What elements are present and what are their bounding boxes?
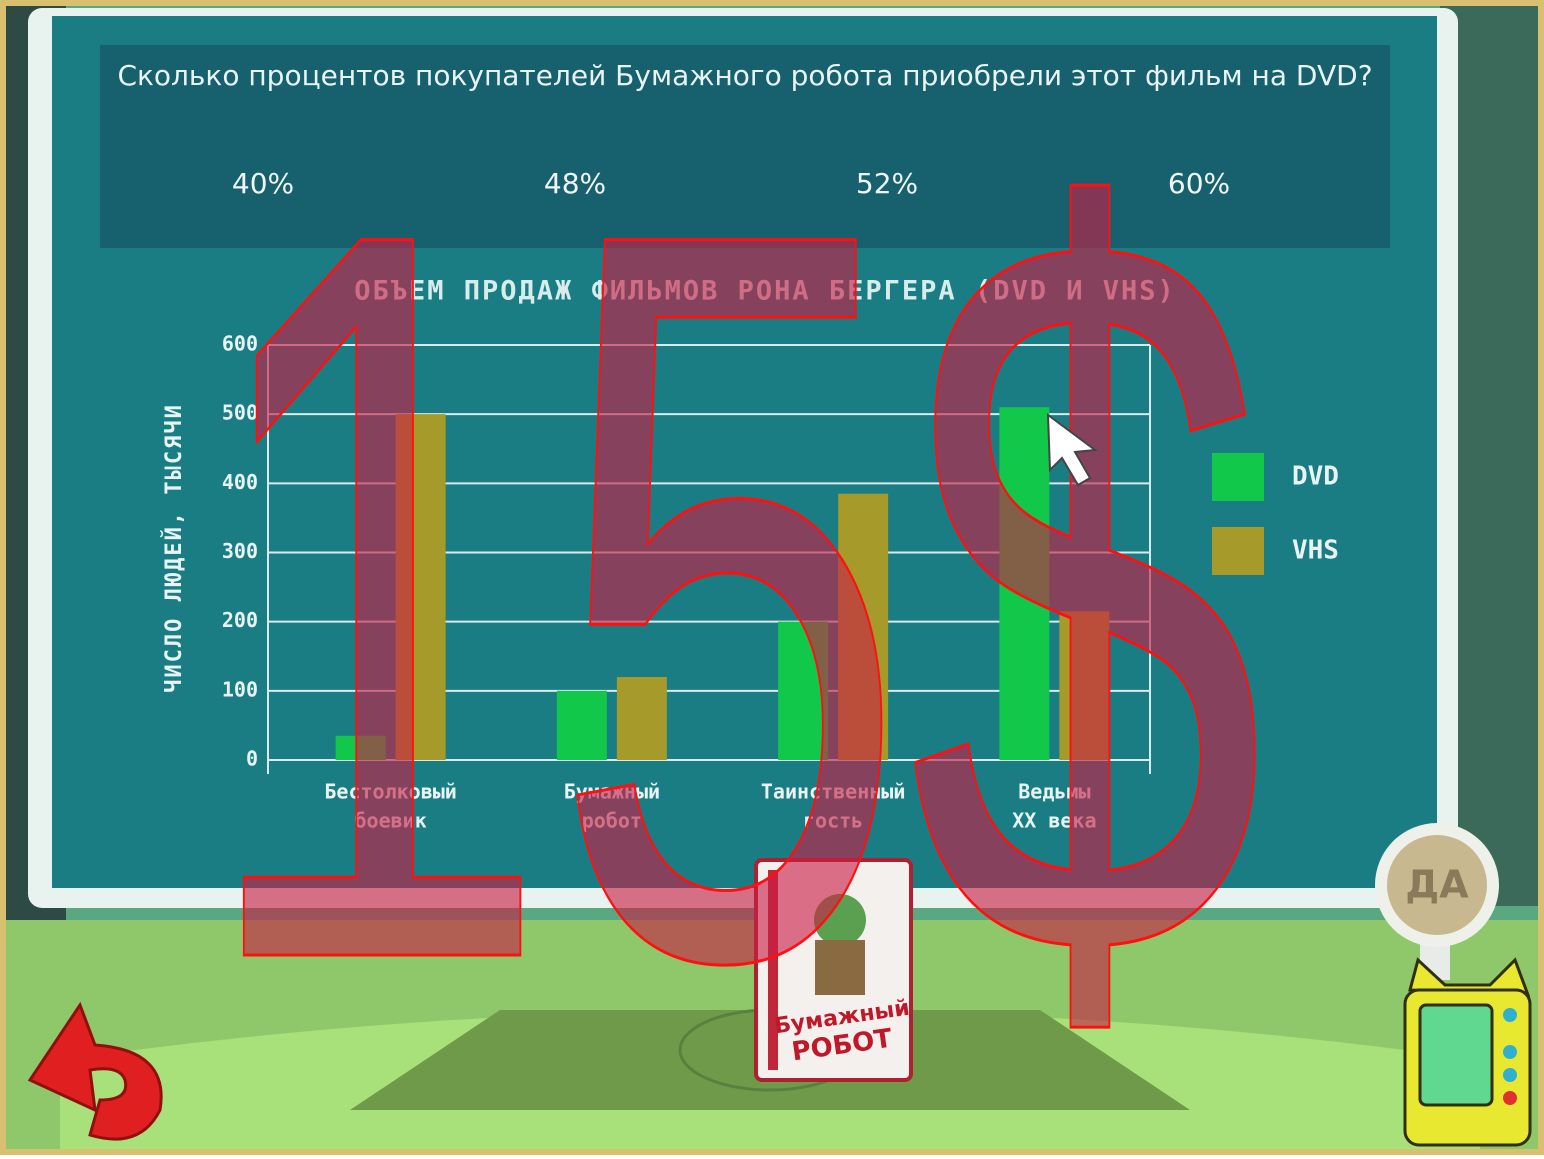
device-light	[1503, 1045, 1517, 1059]
legend-label: VHS	[1292, 536, 1339, 566]
pda-device[interactable]	[1405, 960, 1530, 1145]
legend-label: DVD	[1292, 462, 1339, 492]
device-light	[1503, 1068, 1517, 1082]
page: Сколько процентов покупателей Бумажного …	[0, 0, 1544, 1155]
device-light	[1503, 1091, 1517, 1105]
device-screen	[1420, 1005, 1492, 1105]
price-overlay: 15$	[195, 15, 1265, 1155]
y-axis-label: ЧИСЛО ЛЮДЕЙ, ТЫСЯЧИ	[161, 403, 187, 693]
price-text: 15$	[195, 15, 1265, 1155]
button-label: ДА	[1405, 863, 1469, 907]
game-scene: Сколько процентов покупателей Бумажного …	[0, 0, 1544, 1155]
device-light	[1503, 1008, 1517, 1022]
